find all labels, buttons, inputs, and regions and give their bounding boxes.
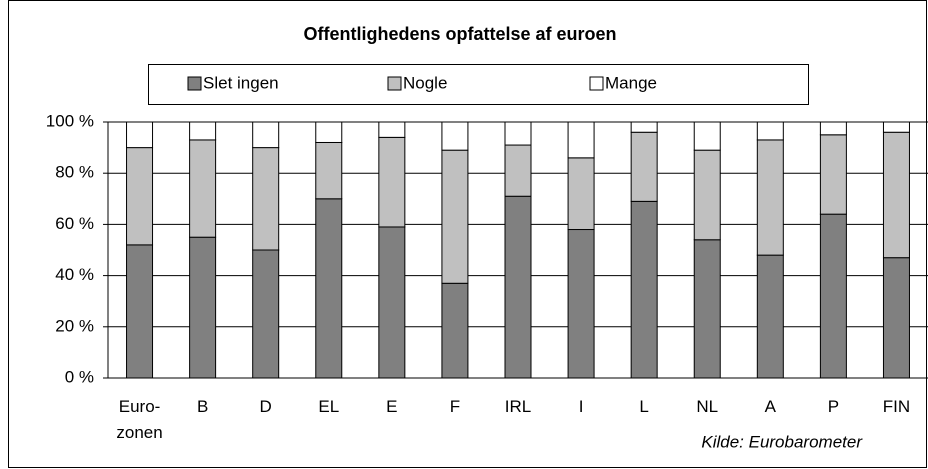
- bar-segment: [189, 139, 217, 238]
- x-tick-label: D: [259, 397, 272, 416]
- legend-swatch: [387, 76, 402, 91]
- bar-segment: [189, 121, 217, 141]
- bar-segment: [441, 149, 469, 284]
- bar-segment: [315, 198, 343, 379]
- y-tick-label: 100 %: [46, 111, 94, 130]
- chart-border: [8, 0, 927, 468]
- y-tick-label: 60 %: [55, 214, 94, 233]
- bar-segment: [693, 239, 721, 379]
- bar-segment: [441, 282, 469, 379]
- bar-segment: [504, 144, 532, 197]
- bar-segment: [819, 213, 847, 379]
- bar-segment: [882, 121, 910, 133]
- bar-segment: [126, 147, 154, 246]
- x-tick-label: E: [386, 397, 398, 416]
- bar-segment: [504, 195, 532, 379]
- bar-segment: [378, 226, 406, 379]
- bar-segment: [630, 121, 658, 133]
- legend-label: Nogle: [403, 73, 447, 92]
- legend-label: Slet ingen: [203, 73, 279, 92]
- bar-segment: [252, 121, 280, 149]
- x-tick-label: A: [764, 397, 776, 416]
- bar-segment: [252, 249, 280, 379]
- x-tick-label: B: [196, 397, 209, 416]
- legend-swatch: [187, 76, 202, 91]
- bar-segment: [189, 236, 217, 379]
- legend-label: Mange: [605, 73, 657, 92]
- bar-segment: [567, 121, 595, 159]
- x-tick-label: P: [827, 397, 840, 416]
- bar-segment: [441, 121, 469, 151]
- x-tick-label: NL: [696, 397, 719, 416]
- bar-segment: [756, 121, 784, 141]
- bar-segment: [693, 121, 721, 151]
- x-tick-label: I: [578, 397, 584, 416]
- bar-segment: [126, 121, 154, 149]
- bar-segment: [378, 136, 406, 228]
- bar-segment: [378, 121, 406, 138]
- y-tick-label: 0 %: [65, 367, 94, 386]
- bar-segment: [882, 257, 910, 379]
- y-tick-label: 80 %: [55, 163, 94, 182]
- bar-segment: [630, 131, 658, 202]
- x-tick-label: F: [449, 397, 461, 416]
- y-tick-label: 40 %: [55, 265, 94, 284]
- source-note: Kilde: Eurobarometer: [701, 432, 863, 451]
- y-tick-label: 20 %: [55, 316, 94, 335]
- bar-segment: [630, 200, 658, 379]
- legend-box: [148, 64, 809, 105]
- bar-segment: [567, 157, 595, 231]
- bar-segment: [315, 141, 343, 200]
- bar-segment: [819, 134, 847, 215]
- x-tick-label: Euro- zonen: [116, 397, 163, 442]
- bar-segment: [567, 229, 595, 379]
- x-tick-label: FIN: [882, 397, 911, 416]
- chart-title: Offentlighedens opfattelse af euroen: [303, 24, 616, 44]
- bar-segment: [756, 139, 784, 256]
- bar-segment: [693, 149, 721, 241]
- x-tick-label: L: [639, 397, 649, 416]
- bar-segment: [315, 121, 343, 143]
- x-tick-label: EL: [318, 397, 340, 416]
- bar-segment: [252, 147, 280, 251]
- bar-segment: [126, 244, 154, 379]
- bar-segment: [819, 121, 847, 136]
- bar-segment: [756, 254, 784, 379]
- legend-swatch: [589, 76, 604, 91]
- x-tick-label: IRL: [504, 397, 532, 416]
- bar-segment: [882, 131, 910, 259]
- bar-segment: [504, 121, 532, 146]
